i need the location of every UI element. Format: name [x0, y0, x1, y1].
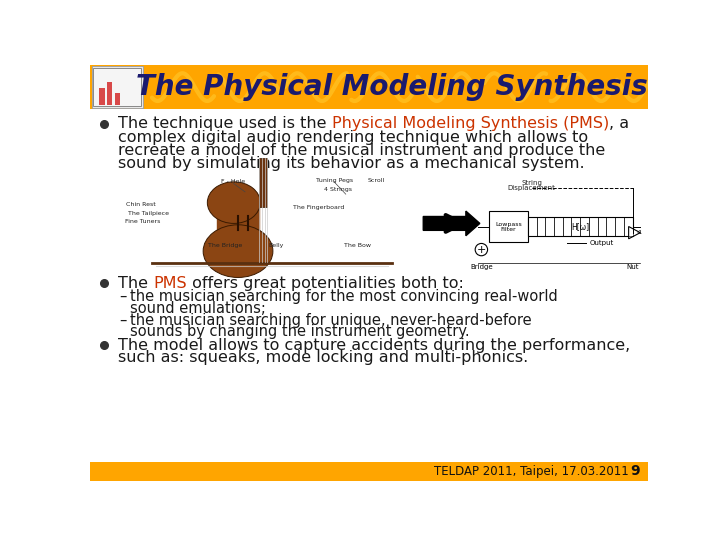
Text: the musician searching for the most convincing real-world: the musician searching for the most conv… [130, 289, 558, 304]
Text: Nut: Nut [626, 264, 639, 269]
Bar [90, 65, 648, 110]
Text: , a: , a [609, 116, 629, 131]
Bar [598, 217, 606, 236]
Text: H[ω]: H[ω] [571, 222, 589, 231]
Text: Chin Rest: Chin Rest [125, 202, 156, 207]
Text: Scroll: Scroll [368, 178, 385, 183]
Bar [91, 66, 143, 108]
Bar [572, 217, 580, 236]
Bar [615, 217, 624, 236]
Text: Output: Output [590, 240, 614, 246]
Ellipse shape [207, 182, 261, 224]
Bar [545, 217, 554, 236]
Text: the musician searching for unique, never-heard-before: the musician searching for unique, never… [130, 313, 532, 328]
Text: String: String [521, 180, 542, 186]
Bar [91, 66, 143, 108]
Text: Lowpass: Lowpass [495, 222, 522, 227]
Ellipse shape [203, 225, 273, 278]
Bar [528, 217, 536, 236]
Bar [580, 217, 589, 236]
Text: The: The [118, 276, 153, 291]
Text: Bridge: Bridge [470, 264, 492, 269]
Text: The technique used is the: The technique used is the [118, 116, 331, 131]
Text: complex digital audio rendering technique which allows to: complex digital audio rendering techniqu… [118, 130, 588, 145]
Text: F - Hole: F - Hole [221, 179, 246, 184]
Text: 9: 9 [630, 464, 639, 478]
Bar [589, 217, 598, 236]
Text: Tuning Pegs: Tuning Pegs [315, 178, 353, 183]
Bar [114, 93, 120, 105]
Bar [554, 217, 563, 236]
Bar [90, 462, 648, 481]
Text: +: + [477, 245, 486, 254]
Bar [528, 217, 632, 236]
Text: PMS: PMS [153, 276, 186, 291]
Text: The model allows to capture accidents during the performance,: The model allows to capture accidents du… [118, 338, 630, 353]
Bar [624, 217, 632, 236]
Text: Physical Modeling Synthesis (PMS): Physical Modeling Synthesis (PMS) [331, 116, 609, 131]
Bar [96, 174, 453, 273]
Text: The Bow: The Bow [344, 243, 371, 248]
Text: Filter: Filter [500, 227, 516, 232]
Circle shape [475, 244, 487, 256]
Bar [93, 68, 141, 106]
Bar [259, 158, 267, 207]
Bar [107, 82, 112, 105]
Text: recreate a model of the musical instrument and produce the: recreate a model of the musical instrume… [118, 143, 605, 158]
Text: –: – [120, 313, 127, 328]
Text: such as: squeaks, mode locking and multi-phonics.: such as: squeaks, mode locking and multi… [118, 350, 528, 365]
Bar [606, 217, 615, 236]
Bar [563, 217, 572, 236]
Bar [489, 211, 528, 242]
Polygon shape [629, 226, 640, 239]
Text: 4 Strings: 4 Strings [324, 187, 352, 192]
Text: TELDAP 2011, Taipei, 17.03.2011: TELDAP 2011, Taipei, 17.03.2011 [434, 465, 629, 478]
Text: The Tailpiece: The Tailpiece [127, 211, 168, 216]
Bar [536, 217, 545, 236]
Text: Displacement: Displacement [508, 185, 556, 191]
FancyArrow shape [423, 211, 480, 236]
Text: The Physical Modeling Synthesis: The Physical Modeling Synthesis [136, 73, 648, 101]
Text: sounds by changing the instrument geometry.: sounds by changing the instrument geomet… [130, 325, 470, 340]
Text: offers great potentialities both to:: offers great potentialities both to: [186, 276, 464, 291]
Text: The Fingerboard: The Fingerboard [293, 205, 344, 210]
Text: sound by simulating its behavior as a mechanical system.: sound by simulating its behavior as a me… [118, 156, 585, 171]
Text: –: – [120, 289, 127, 304]
Text: The Bridge: The Bridge [209, 243, 243, 248]
Text: sound emulations;: sound emulations; [130, 301, 266, 315]
Bar [217, 202, 259, 233]
Text: Fine Tuners: Fine Tuners [125, 219, 161, 224]
Bar [99, 88, 104, 105]
Text: Belly: Belly [269, 243, 284, 248]
Bar [477, 174, 640, 271]
Text: -1: -1 [636, 230, 642, 235]
